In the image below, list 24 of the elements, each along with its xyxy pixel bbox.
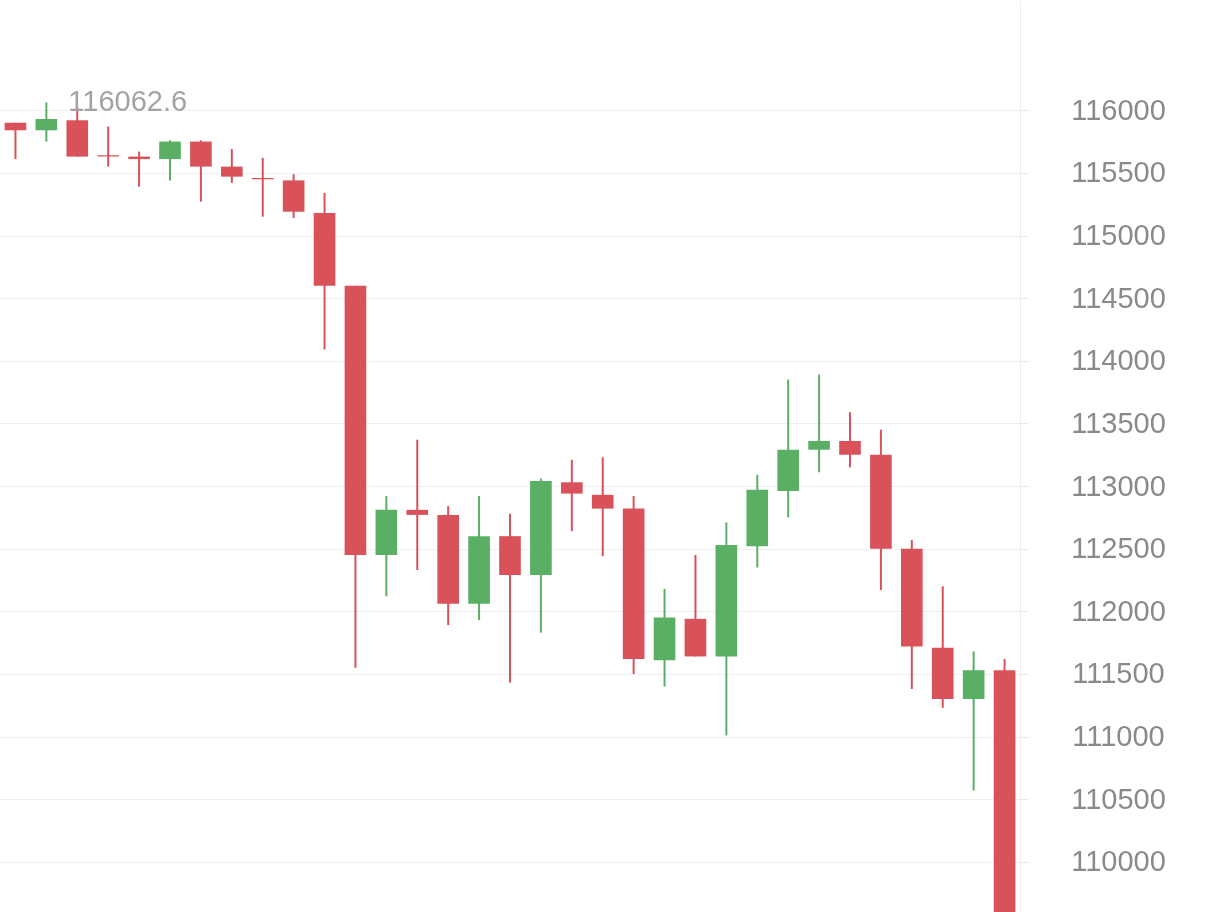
candlestick	[159, 139, 181, 182]
candlestick	[591, 456, 614, 558]
y-tick-label: 110500	[1071, 782, 1166, 815]
y-tick-label: 112500	[1071, 532, 1166, 565]
y-tick-label: 116000	[1071, 93, 1166, 126]
y-tick-label: 110000	[1071, 845, 1166, 878]
y-tick-label: 115000	[1071, 219, 1166, 252]
candlestick	[221, 148, 243, 184]
candlestick	[35, 101, 58, 143]
y-tick-label: 112000	[1071, 594, 1166, 627]
y-tick-label: 113000	[1071, 469, 1166, 502]
y-tick-label: 114500	[1071, 281, 1166, 314]
candlestick	[561, 458, 583, 533]
candlestick	[808, 373, 830, 474]
y-tick-label: 111000	[1072, 720, 1165, 753]
y-tick-label: 111500	[1072, 657, 1165, 690]
candlestick	[4, 121, 27, 161]
candlestick	[406, 438, 429, 571]
candlestick	[839, 411, 861, 469]
y-tick-label: 114000	[1071, 344, 1166, 377]
candlestick	[97, 125, 119, 168]
annotation: 116062.6	[68, 85, 188, 118]
y-tick-label: 115500	[1071, 156, 1166, 189]
y-tick-label: 113500	[1071, 406, 1166, 439]
